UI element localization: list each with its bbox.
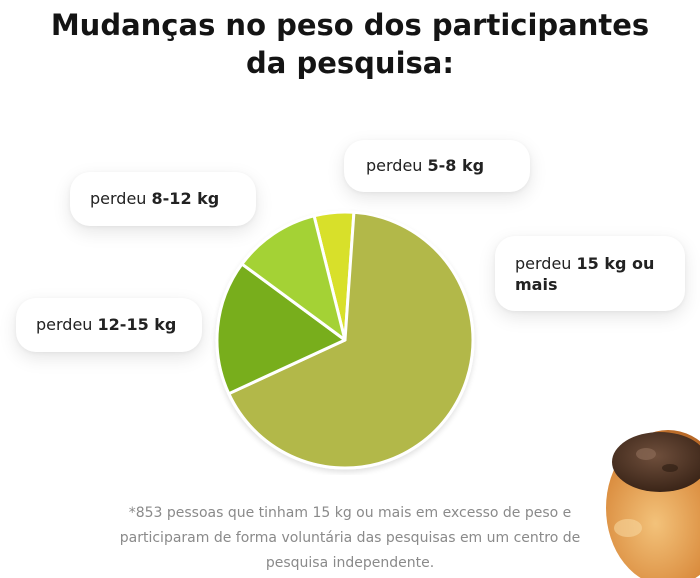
callout-value: 15 kg ou mais: [515, 254, 655, 294]
pie-slice-15-kg-or-more: [227, 210, 475, 470]
footnote-line-3: pesquisa independente.: [265, 555, 435, 571]
callout-value: 5-8 kg: [427, 156, 485, 175]
callout-12-15-kg: perdeu 12-15 kg: [16, 298, 202, 352]
callout-prefix: perdeu: [366, 156, 423, 175]
chart-title: Mudanças no peso dos participantes da pe…: [0, 6, 700, 82]
footnote: *853 pessoas que tinham 15 kg ou mais em…: [80, 501, 620, 576]
footnote-line-1: *853 pessoas que tinham 15 kg ou mais em…: [128, 505, 572, 521]
chart-title-line-2: da pesquisa:: [246, 46, 454, 80]
callout-value: 8-12 kg: [151, 189, 220, 208]
pie-chart: [215, 210, 475, 470]
pie-slice-12-15-kg: [215, 262, 347, 396]
callout-prefix: perdeu: [515, 254, 572, 273]
chart-title-line-1: Mudanças no peso dos participantes: [50, 8, 650, 42]
callout-value: 12-15 kg: [97, 315, 177, 334]
footnote-line-2: participaram de forma voluntária das pes…: [119, 530, 581, 546]
callout-prefix: perdeu: [90, 189, 147, 208]
callout-5-8-kg: perdeu 5-8 kg: [344, 140, 530, 192]
toast-image: [606, 430, 700, 578]
pie-slice-8-12-kg: [240, 214, 347, 342]
callout-15-kg-or-more: perdeu 15 kg ou mais: [495, 236, 685, 311]
callout-8-12-kg: perdeu 8-12 kg: [70, 172, 256, 226]
callout-prefix: perdeu: [36, 315, 93, 334]
